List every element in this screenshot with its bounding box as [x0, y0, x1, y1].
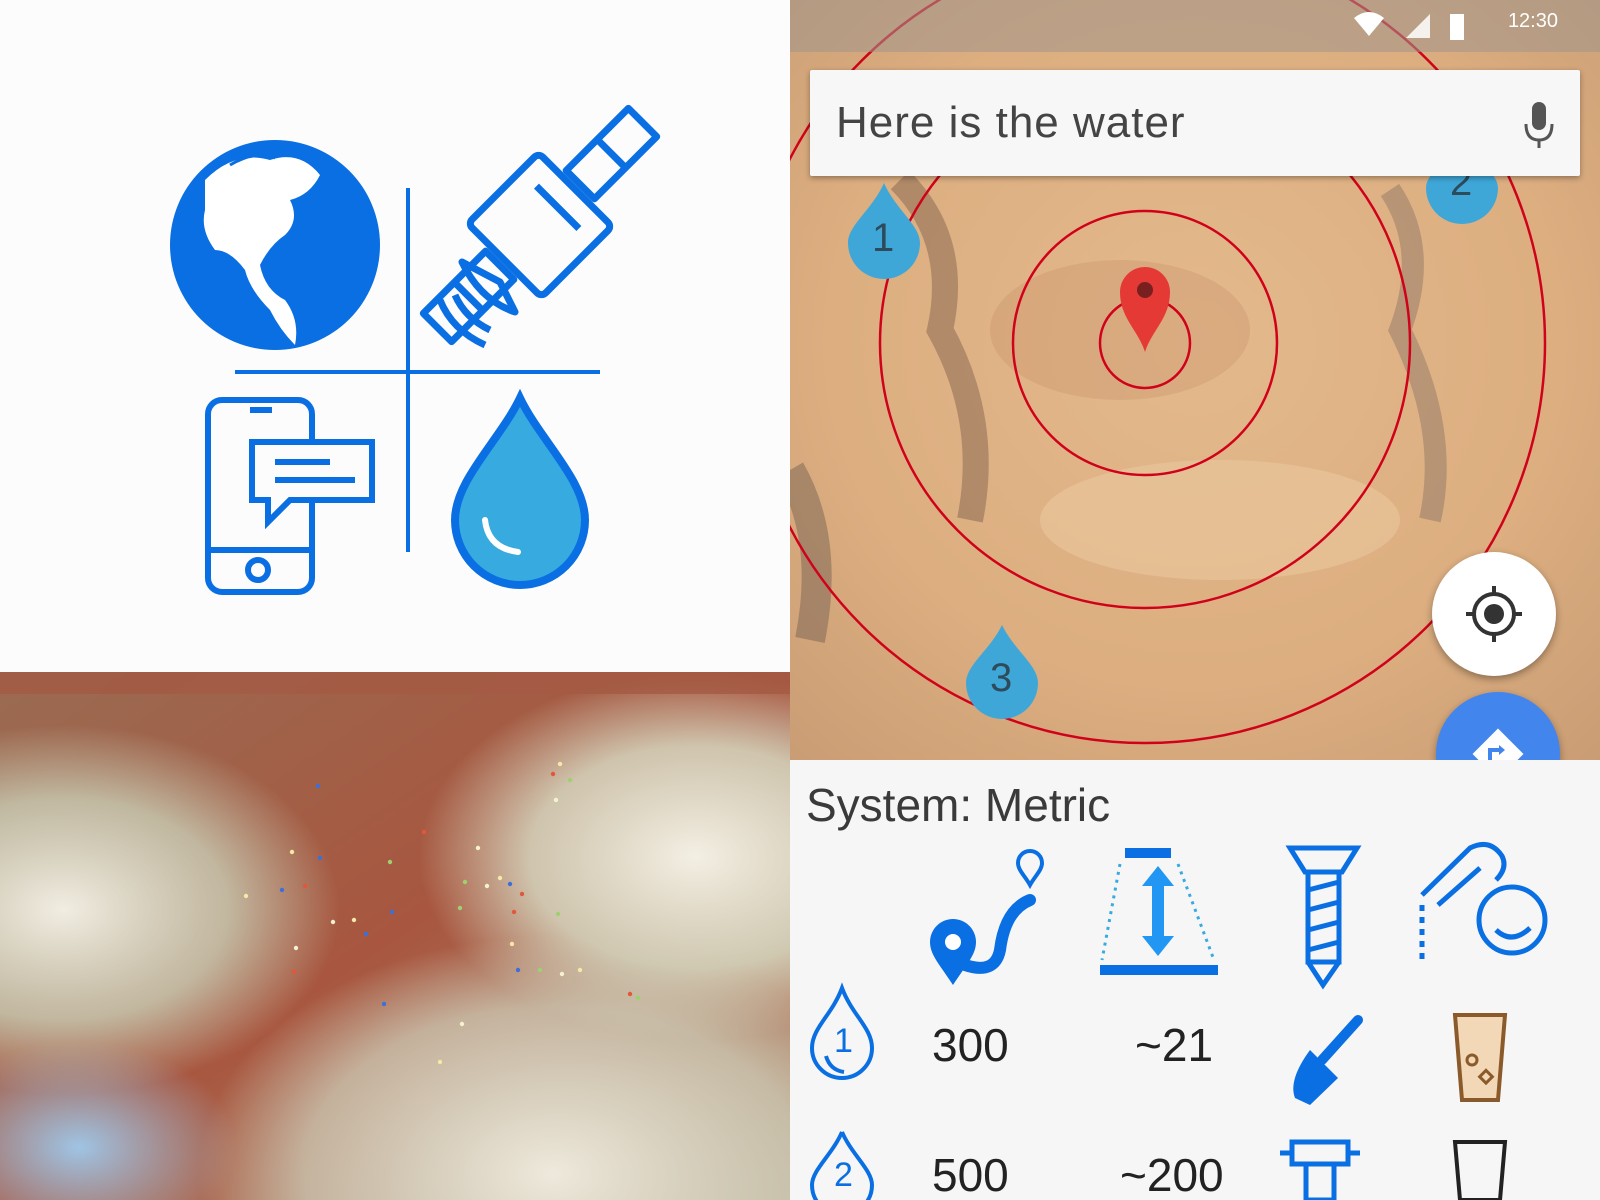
terrain-point: [627, 991, 633, 997]
terrain-point: [567, 777, 573, 783]
terrain-elevation-map: [0, 672, 790, 1200]
drill-bit-icon: [1285, 845, 1362, 990]
row1-marker-icon: [809, 982, 875, 1080]
terrain-point: [289, 849, 295, 855]
terrain-point: [387, 859, 393, 865]
terrain-point: [559, 971, 565, 977]
satellite-icon: [419, 104, 661, 349]
status-clock: 12:30: [1507, 10, 1558, 32]
water-drop-icon: [450, 388, 590, 589]
satellite-map[interactable]: 1 2 3 12:30 Here is the water: [790, 0, 1600, 760]
terrain-point: [537, 967, 543, 973]
terrain-point: [459, 1021, 465, 1027]
row2-depth: ~200: [1120, 1149, 1224, 1200]
terrain-point: [381, 1001, 387, 1007]
terrain-point: [330, 919, 336, 925]
wifi-icon: [1354, 12, 1384, 36]
signal-icon: [1406, 14, 1430, 38]
row2-distance: 500: [932, 1149, 1009, 1200]
terrain-point: [457, 905, 463, 911]
terrain-point: [635, 995, 641, 1001]
terrain-graphic: [0, 672, 790, 1200]
depth-icon: [1100, 848, 1218, 975]
search-input[interactable]: Here is the water: [836, 98, 1186, 147]
water-marker-1[interactable]: [848, 183, 920, 279]
water-marker-3[interactable]: [966, 625, 1038, 719]
water-marker-3-label: 3: [990, 656, 1013, 700]
terrain-point: [293, 945, 299, 951]
shovel-icon: [1293, 1015, 1363, 1105]
concept-graphic: [170, 104, 661, 595]
mic-icon[interactable]: [1522, 100, 1556, 150]
terrain-point: [315, 783, 321, 789]
terrain-point: [519, 891, 525, 897]
search-bar[interactable]: Here is the water: [810, 70, 1580, 176]
terrain-point: [550, 771, 556, 777]
water-marker-2[interactable]: [1426, 140, 1498, 224]
terrain-point: [555, 911, 561, 917]
row1-distance: 300: [932, 1019, 1009, 1071]
terrain-sample-points: [243, 761, 641, 1065]
terrain-point: [243, 893, 249, 899]
results-sheet: System: Metric: [790, 760, 1600, 1200]
terrain-point: [475, 845, 481, 851]
battery-icon: [1450, 14, 1464, 40]
status-icons: [1354, 12, 1464, 40]
terrain-point: [291, 969, 297, 975]
terrain-point: [389, 909, 395, 915]
terrain-point: [509, 941, 515, 947]
status-bar: 12:30: [790, 0, 1600, 52]
globe-icon: [170, 140, 380, 350]
terrain-point: [497, 875, 503, 881]
phone-app-screen: 1 2 3 12:30 Here is the water: [790, 0, 1600, 1200]
location-pin[interactable]: [1120, 267, 1170, 352]
terrain-point: [421, 829, 427, 835]
terrain-point: [437, 1059, 443, 1065]
water-marker-1-label: 1: [872, 216, 895, 260]
terrain-point: [577, 967, 583, 973]
terrain-point: [279, 887, 285, 893]
pump-icon: [1280, 1139, 1360, 1200]
terrain-point: [484, 883, 490, 889]
phone-message-icon: [205, 397, 375, 595]
row2-marker-label: 2: [834, 1156, 853, 1194]
concept-illustration: [0, 0, 790, 672]
unit-system-label[interactable]: System: Metric: [806, 779, 1111, 831]
terrain-point: [317, 855, 323, 861]
terrain-point: [515, 967, 521, 973]
row1-depth: ~21: [1135, 1019, 1214, 1071]
water-glass-icon: [1452, 1013, 1508, 1102]
terrain-point: [507, 881, 513, 887]
route-icon: [930, 849, 1045, 985]
water-glass-2-icon: [1452, 1140, 1508, 1200]
sheet-icons: [809, 841, 1548, 1200]
row2-marker-icon: [809, 1131, 874, 1200]
my-location-button[interactable]: [1432, 552, 1556, 676]
terrain-point: [351, 917, 357, 923]
terrain-point: [302, 883, 308, 889]
terrain-point: [462, 879, 468, 885]
gps-locate-icon: [1466, 586, 1522, 642]
terrain-point: [553, 797, 559, 803]
terrain-point: [511, 909, 517, 915]
row1-marker-label: 1: [834, 1022, 853, 1060]
terrain-point: [557, 761, 563, 767]
terrain-point: [363, 931, 369, 937]
water-tap-icon: [1419, 841, 1548, 960]
